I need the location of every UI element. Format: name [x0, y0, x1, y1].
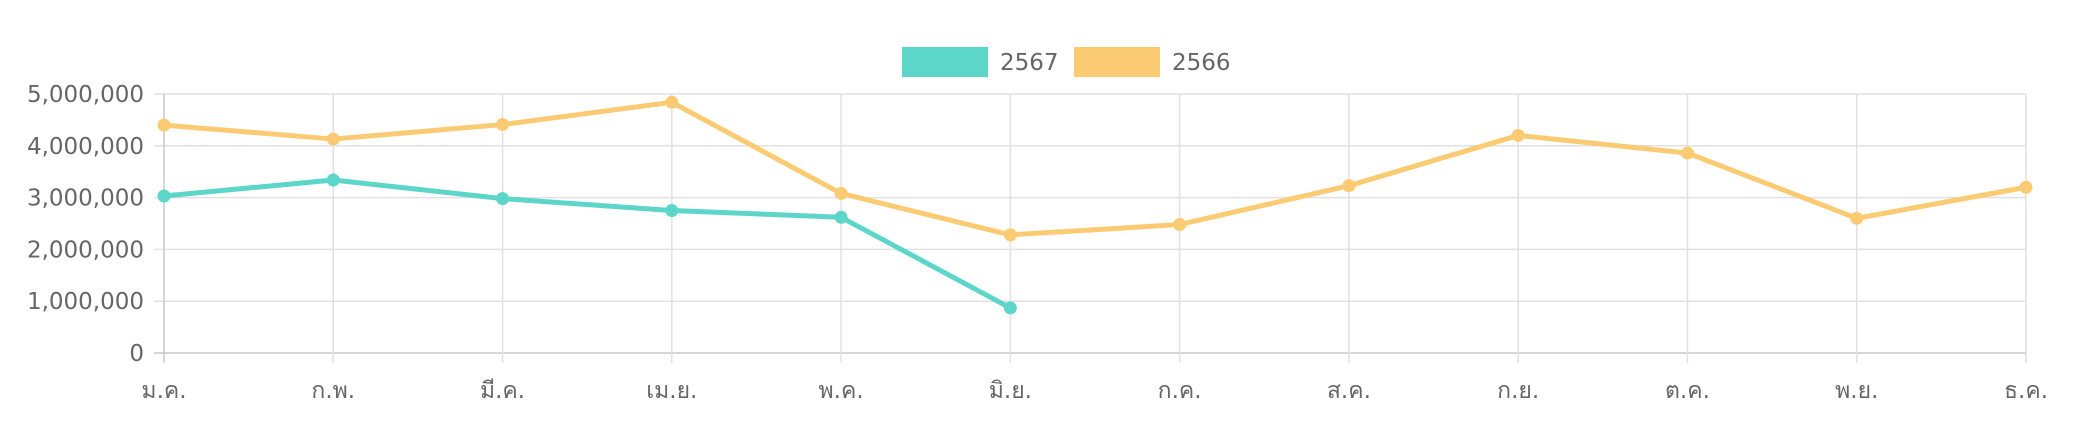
x-tick-label: ธ.ค. [2004, 378, 2048, 404]
x-tick-label: ก.พ. [311, 378, 355, 404]
y-tick-label: 4,000,000 [27, 134, 144, 160]
x-tick-label: ต.ค. [1665, 378, 1710, 404]
y-tick-label: 0 [129, 341, 144, 367]
y-tick-label: 5,000,000 [27, 82, 144, 108]
data-point-2566[interactable] [1850, 211, 1864, 225]
data-point-2566[interactable] [2019, 180, 2033, 194]
data-point-2566[interactable] [1342, 179, 1356, 193]
y-tick-label: 3,000,000 [27, 186, 144, 212]
data-point-2566[interactable] [157, 118, 171, 132]
series-line-2567 [161, 177, 1013, 311]
legend-item-2567[interactable]: 2567 [902, 47, 1059, 77]
x-tick-label: ส.ค. [1327, 378, 1371, 404]
data-point-2566[interactable] [1003, 228, 1017, 242]
legend-item-2566[interactable]: 2566 [1074, 47, 1231, 77]
data-point-2566[interactable] [326, 132, 340, 146]
x-tick-label: เม.ย. [646, 378, 697, 404]
y-tick-label: 2,000,000 [27, 237, 144, 263]
legend-swatch [902, 47, 988, 77]
data-point-2566[interactable] [834, 186, 848, 200]
x-tick-label: มี.ค. [480, 378, 525, 404]
data-point-2567[interactable] [665, 204, 679, 218]
x-tick-label: ม.ค. [141, 378, 186, 404]
data-point-2566[interactable] [1511, 128, 1525, 142]
series-line-2566 [161, 99, 2029, 238]
legend-swatch [1074, 47, 1160, 77]
x-tick-label: ก.ย. [1497, 378, 1539, 404]
data-point-2567[interactable] [157, 189, 171, 203]
data-point-2567[interactable] [326, 173, 340, 187]
x-tick-label: ก.ค. [1158, 378, 1202, 404]
data-point-2566[interactable] [665, 95, 679, 109]
legend[interactable]: 2567 2566 [902, 47, 1231, 77]
legend-label: 2566 [1172, 50, 1231, 76]
data-point-2567[interactable] [496, 192, 510, 206]
axes: 0 1,000,000 2,000,000 3,000,000 4,000,000 5,0… [27, 82, 2048, 404]
data-point-2566[interactable] [1680, 146, 1694, 160]
legend-label: 2567 [1000, 50, 1059, 76]
data-point-2567[interactable] [1003, 301, 1017, 315]
data-point-2566[interactable] [496, 118, 510, 132]
y-tick-label: 1,000,000 [27, 289, 144, 315]
x-tick-label: พ.ย. [1835, 378, 1878, 404]
data-point-2566[interactable] [1173, 218, 1187, 232]
data-series [157, 95, 2033, 315]
x-tick-label: มิ.ย. [989, 378, 1032, 404]
x-tick-label: พ.ค. [819, 378, 864, 404]
data-point-2567[interactable] [834, 210, 848, 224]
